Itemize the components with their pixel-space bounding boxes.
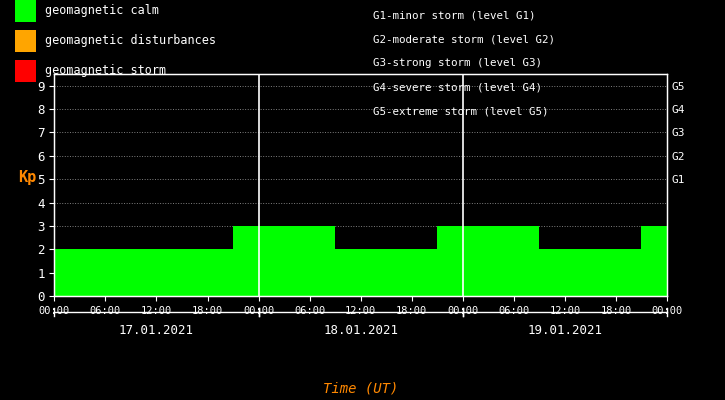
Y-axis label: Kp: Kp [17, 170, 36, 185]
Text: G3-strong storm (level G3): G3-strong storm (level G3) [373, 58, 542, 68]
Text: geomagnetic calm: geomagnetic calm [45, 4, 159, 17]
Bar [565, 249, 590, 296]
Bar [412, 249, 437, 296]
Bar [80, 249, 105, 296]
Bar [590, 249, 616, 296]
Text: geomagnetic disturbances: geomagnetic disturbances [45, 34, 216, 47]
Bar [616, 249, 642, 296]
Text: 17.01.2021: 17.01.2021 [119, 324, 194, 336]
Bar [386, 249, 412, 296]
Bar [105, 249, 131, 296]
Bar [157, 249, 182, 296]
Bar [437, 226, 463, 296]
Text: 19.01.2021: 19.01.2021 [527, 324, 602, 336]
Text: G4-severe storm (level G4): G4-severe storm (level G4) [373, 82, 542, 92]
Bar [54, 249, 80, 296]
Bar [131, 249, 157, 296]
Bar [207, 249, 233, 296]
Text: G1-minor storm (level G1): G1-minor storm (level G1) [373, 10, 536, 20]
Bar [463, 226, 489, 296]
Text: geomagnetic storm: geomagnetic storm [45, 64, 166, 77]
Bar [514, 226, 539, 296]
Bar [310, 226, 335, 296]
Text: G2-moderate storm (level G2): G2-moderate storm (level G2) [373, 34, 555, 44]
Text: Time (UT): Time (UT) [323, 382, 398, 396]
Bar [360, 249, 386, 296]
Text: 18.01.2021: 18.01.2021 [323, 324, 398, 336]
Bar [642, 226, 667, 296]
Bar [259, 226, 284, 296]
Text: G5-extreme storm (level G5): G5-extreme storm (level G5) [373, 106, 549, 116]
Bar [539, 249, 565, 296]
Bar [182, 249, 207, 296]
Bar [284, 226, 310, 296]
Bar [335, 249, 360, 296]
Bar [489, 226, 514, 296]
Bar [233, 226, 259, 296]
